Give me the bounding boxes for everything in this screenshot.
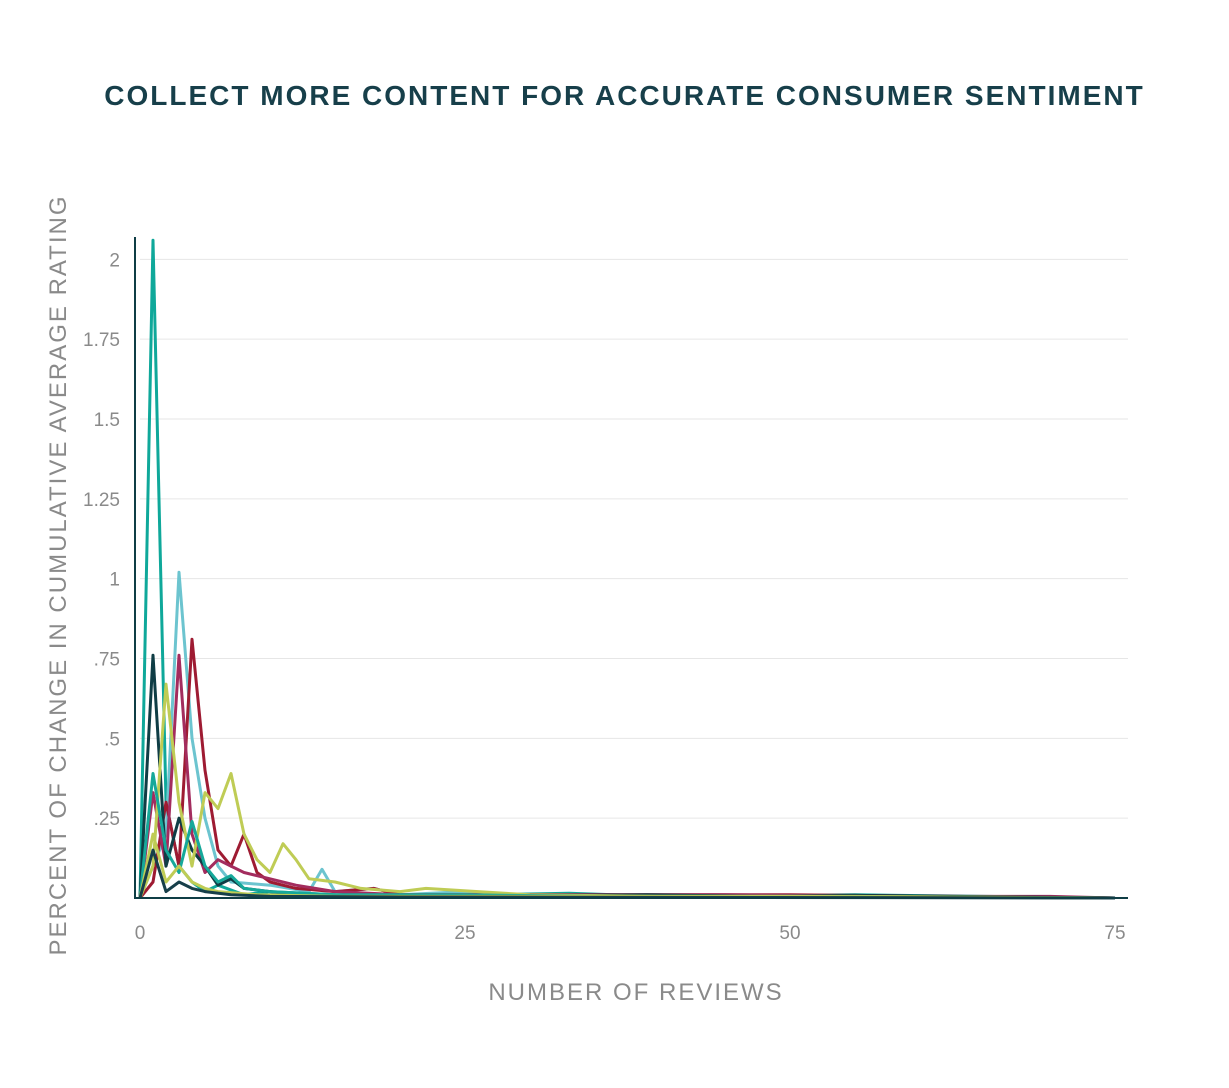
y-tick-label: 1 (109, 570, 120, 591)
x-axis-title: NUMBER OF REVIEWS (488, 979, 783, 1006)
series-line-7 (138, 772, 1116, 900)
series-line-4 (138, 653, 1116, 900)
series-line-3 (138, 637, 1116, 900)
series-line-5 (138, 653, 1116, 900)
tick-labels: .25 .5 .75 1 1.25 1.5 1.75 2 0 25 50 75 (83, 250, 1126, 944)
series-line-9 (138, 848, 1116, 900)
x-tick-label: 25 (454, 923, 475, 944)
x-tick-label: 0 (135, 923, 146, 944)
chart-title: COLLECT MORE CONTENT FOR ACCURATE CONSUM… (104, 80, 1145, 111)
y-tick-label: .5 (104, 729, 120, 750)
grid-lines (140, 258, 1128, 819)
y-tick-label: .25 (94, 809, 120, 830)
y-tick-label: 2 (109, 250, 120, 271)
y-tick-label: 1.5 (94, 410, 120, 431)
series-group (138, 238, 1116, 900)
x-tick-label: 50 (779, 923, 800, 944)
y-axis-title: PERCENT OF CHANGE IN CUMULATIVE AVERAGE … (45, 195, 72, 956)
y-tick-label: 1.25 (83, 490, 120, 511)
axes (134, 237, 1128, 899)
y-tick-label: 1.75 (83, 330, 120, 351)
series-line-6 (138, 682, 1116, 900)
y-tick-label: .75 (94, 650, 120, 671)
x-tick-label: 75 (1104, 923, 1125, 944)
